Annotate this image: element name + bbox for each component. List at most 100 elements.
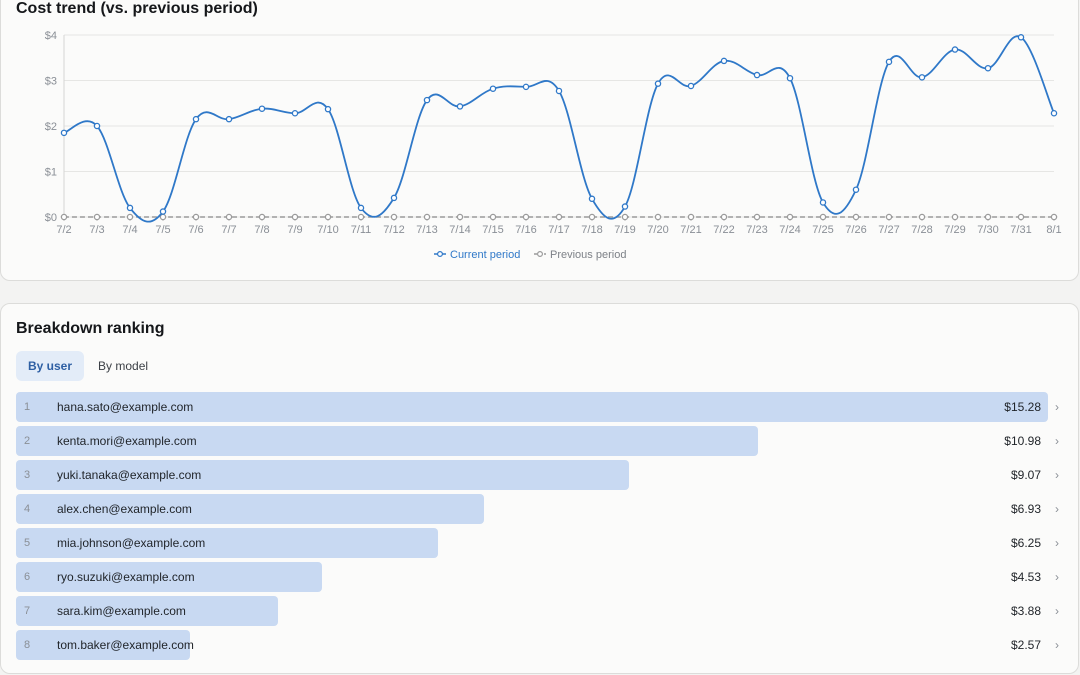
ranking-row-value: $15.28 <box>1004 400 1041 414</box>
ranking-row-value: $3.88 <box>1010 604 1041 618</box>
current-period-point <box>753 71 761 79</box>
ranking-row[interactable]: 2 kenta.mori@example.com $10.98 › <box>16 426 1064 456</box>
ranking-row-label: mia.johnson@example.com <box>57 536 206 550</box>
ranking-bar <box>16 460 629 490</box>
previous-period-point <box>93 213 101 221</box>
chevron-right-icon[interactable]: › <box>1055 536 1059 550</box>
x-tick-label: 7/3 <box>89 224 104 236</box>
x-tick-label: 7/22 <box>713 224 734 236</box>
previous-period-point <box>258 213 266 221</box>
chevron-right-icon[interactable]: › <box>1055 434 1059 448</box>
current-period-point <box>258 105 266 112</box>
current-period-point <box>1050 110 1058 117</box>
current-period-point <box>720 57 728 65</box>
chevron-right-icon[interactable]: › <box>1055 570 1059 584</box>
current-period-point <box>654 80 662 87</box>
x-tick-label: 7/25 <box>812 224 833 236</box>
ranking-row[interactable]: 4 alex.chen@example.com $6.93 › <box>16 494 1064 524</box>
previous-period-point <box>60 213 68 221</box>
legend-current-label[interactable]: Current period <box>450 249 520 261</box>
current-period-point <box>456 103 464 110</box>
x-tick-label: 7/28 <box>911 224 932 236</box>
ranking-row-label: yuki.tanaka@example.com <box>57 468 202 482</box>
current-period-point <box>489 85 497 92</box>
tab-by-user[interactable]: By user <box>16 351 85 381</box>
previous-period-point <box>852 213 860 221</box>
ranking-row[interactable]: 7 sara.kim@example.com $3.88 › <box>16 596 1064 626</box>
ranking-list: 1 hana.sato@example.com $15.28 › 2 kenta.mori… <box>16 392 1064 664</box>
x-tick-label: 7/11 <box>351 224 372 236</box>
ranking-row-value: $9.07 <box>1010 468 1041 482</box>
x-tick-label: 7/8 <box>254 224 269 236</box>
tab-by-model[interactable]: By model <box>98 359 149 373</box>
ranking-bar <box>16 528 438 558</box>
breakdown-ranking-card: Breakdown ranking By user By model 1 hana… <box>0 303 1079 674</box>
chevron-right-icon[interactable]: › <box>1055 604 1059 618</box>
x-tick-label: 7/17 <box>548 224 569 236</box>
current-period-point <box>291 110 299 117</box>
x-tick-label: 7/5 <box>155 224 170 236</box>
x-tick-label: 7/12 <box>383 224 404 236</box>
previous-period-point <box>390 213 398 221</box>
legend-previous-label[interactable]: Previous period <box>550 249 626 261</box>
ranking-bar <box>16 494 484 524</box>
current-period-point <box>951 46 959 53</box>
current-period-point <box>918 74 926 81</box>
ranking-row-rank: 4 <box>24 503 31 515</box>
x-tick-label: 7/31 <box>1010 224 1031 236</box>
ranking-row-rank: 1 <box>24 401 31 413</box>
chevron-right-icon[interactable]: › <box>1055 468 1059 482</box>
y-tick-label: $2 <box>45 121 57 133</box>
x-tick-label: 7/23 <box>746 224 767 236</box>
x-tick-label: 7/19 <box>614 224 635 236</box>
x-tick-label: 8/1 <box>1046 224 1061 236</box>
previous-period-point <box>819 213 827 221</box>
ranking-row[interactable]: 5 mia.johnson@example.com $6.25 › <box>16 528 1064 558</box>
chevron-right-icon[interactable]: › <box>1055 502 1059 516</box>
legend-previous-marker <box>536 251 543 258</box>
x-tick-label: 7/9 <box>287 224 302 236</box>
current-period-point <box>588 195 596 203</box>
ranking-row-label: tom.baker@example.com <box>57 638 194 652</box>
previous-period-point <box>951 213 959 221</box>
previous-period-point <box>1050 213 1058 221</box>
previous-period-point <box>291 213 299 221</box>
cost-trend-card: Cost trend (vs. previous period) $0 $1 $2 $… <box>0 0 1079 281</box>
current-period-point <box>852 186 860 193</box>
ranking-row-rank: 8 <box>24 639 31 651</box>
ranking-row-label: kenta.mori@example.com <box>57 434 197 448</box>
x-tick-label: 7/2 <box>56 224 71 236</box>
current-period-point <box>522 83 530 91</box>
chevron-right-icon[interactable]: › <box>1055 400 1059 414</box>
ranking-tabs: By user By model <box>16 351 160 381</box>
previous-period-point <box>522 213 530 221</box>
ranking-bar <box>16 630 190 660</box>
previous-period-point <box>588 213 596 221</box>
current-period-point <box>621 203 629 210</box>
ranking-row[interactable]: 8 tom.baker@example.com $2.57 › <box>16 630 1064 660</box>
y-tick-label: $1 <box>45 167 57 179</box>
ranking-row[interactable]: 6 ryo.suzuki@example.com $4.53 › <box>16 562 1064 592</box>
x-tick-label: 7/14 <box>449 224 470 236</box>
legend-current-marker <box>437 251 444 258</box>
current-period-point <box>687 82 695 90</box>
ranking-row-value: $6.93 <box>1010 502 1041 516</box>
x-tick-label: 7/13 <box>416 224 437 236</box>
ranking-row-label: hana.sato@example.com <box>57 400 194 414</box>
previous-period-point <box>885 213 893 221</box>
x-tick-label: 7/27 <box>878 224 899 236</box>
x-tick-label: 7/6 <box>188 224 203 236</box>
current-period-point <box>192 115 200 123</box>
y-tick-label: $3 <box>45 76 57 88</box>
current-period-point <box>357 204 365 212</box>
ranking-row[interactable]: 1 hana.sato@example.com $15.28 › <box>16 392 1064 422</box>
ranking-row-value: $10.98 <box>1004 434 1041 448</box>
chevron-right-icon[interactable]: › <box>1055 638 1059 652</box>
previous-period-point <box>621 213 629 221</box>
current-period-point <box>390 194 398 202</box>
previous-period-point <box>126 213 134 221</box>
current-period-point <box>423 96 431 104</box>
ranking-row[interactable]: 3 yuki.tanaka@example.com $9.07 › <box>16 460 1064 490</box>
ranking-row-rank: 6 <box>24 571 31 583</box>
current-period-point <box>159 208 167 215</box>
